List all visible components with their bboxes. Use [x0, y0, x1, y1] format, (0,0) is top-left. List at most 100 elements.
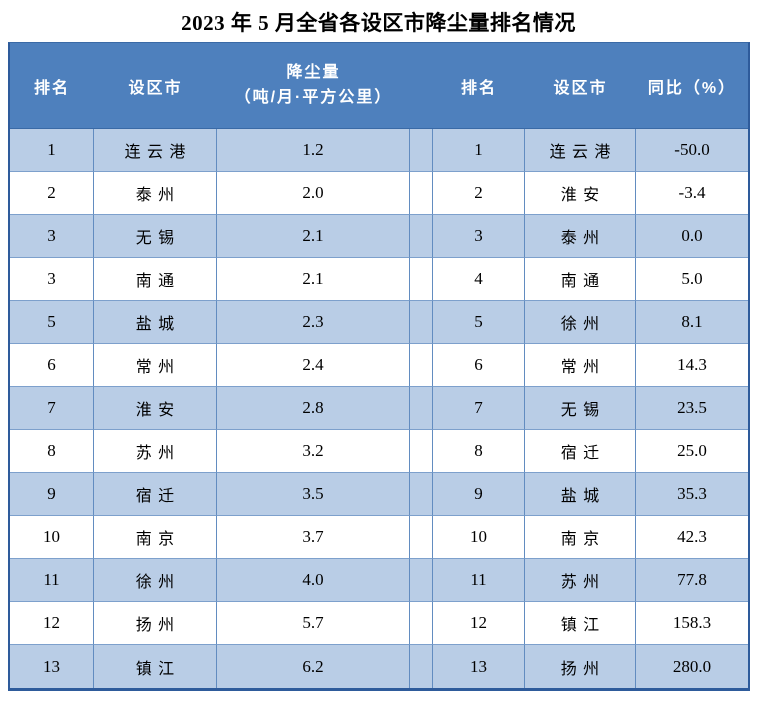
table-row: 2 泰州 2.0 2 淮安 -3.4: [10, 172, 748, 215]
table-row: 5 盐城 2.3 5 徐州 8.1: [10, 301, 748, 344]
spacer-cell: [410, 215, 433, 258]
spacer-cell: [410, 129, 433, 172]
left-rank-cell: 9: [10, 473, 94, 516]
spacer-cell: [410, 516, 433, 559]
left-dust-value-cell: 2.1: [217, 215, 410, 258]
left-dust-value-cell: 2.3: [217, 301, 410, 344]
right-rank-cell: 12: [433, 602, 525, 645]
right-city-cell: 扬州: [525, 645, 636, 688]
table-row: 11 徐州 4.0 11 苏州 77.8: [10, 559, 748, 602]
table-row: 12 扬州 5.7 12 镇江 158.3: [10, 602, 748, 645]
left-rank-cell: 11: [10, 559, 94, 602]
left-dust-value-cell: 3.2: [217, 430, 410, 473]
header-dustfall-unit: （吨/月·平方公里）: [234, 88, 393, 106]
table-header-row: 排名 设区市 降尘量 （吨/月·平方公里） 排名 设区市 同比（%）: [10, 43, 748, 129]
right-rank-cell: 13: [433, 645, 525, 688]
right-city-cell: 镇江: [525, 602, 636, 645]
table-row: 7 淮安 2.8 7 无锡 23.5: [10, 387, 748, 430]
right-city-cell: 常州: [525, 344, 636, 387]
left-dust-value-cell: 3.5: [217, 473, 410, 516]
spacer-cell: [410, 559, 433, 602]
table-row: 1 连云港 1.2 1 连云港 -50.0: [10, 129, 748, 172]
right-rank-cell: 10: [433, 516, 525, 559]
right-rank-cell: 11: [433, 559, 525, 602]
left-city-cell: 宿迁: [94, 473, 217, 516]
right-yoy-value-cell: 35.3: [636, 473, 748, 516]
header-dustfall-title: 降尘量: [286, 63, 341, 81]
right-city-cell: 盐城: [525, 473, 636, 516]
table-row: 8 苏州 3.2 8 宿迁 25.0: [10, 430, 748, 473]
right-yoy-value-cell: 25.0: [636, 430, 748, 473]
table-row: 9 宿迁 3.5 9 盐城 35.3: [10, 473, 748, 516]
header-dustfall: 降尘量 （吨/月·平方公里）: [217, 43, 410, 128]
spacer-cell: [410, 258, 433, 301]
right-rank-cell: 3: [433, 215, 525, 258]
table-row: 3 无锡 2.1 3 泰州 0.0: [10, 215, 748, 258]
right-rank-cell: 4: [433, 258, 525, 301]
right-rank-cell: 9: [433, 473, 525, 516]
left-rank-cell: 3: [10, 258, 94, 301]
spacer-cell: [410, 602, 433, 645]
right-city-cell: 无锡: [525, 387, 636, 430]
header-city-right: 设区市: [553, 79, 608, 97]
right-city-cell: 泰州: [525, 215, 636, 258]
left-city-cell: 镇江: [94, 645, 217, 688]
right-yoy-value-cell: 23.5: [636, 387, 748, 430]
right-rank-cell: 7: [433, 387, 525, 430]
left-rank-cell: 3: [10, 215, 94, 258]
left-rank-cell: 1: [10, 129, 94, 172]
right-yoy-value-cell: -50.0: [636, 129, 748, 172]
left-city-cell: 盐城: [94, 301, 217, 344]
left-city-cell: 徐州: [94, 559, 217, 602]
dustfall-ranking-table: 排名 设区市 降尘量 （吨/月·平方公里） 排名 设区市 同比（%） 1 连云港…: [8, 42, 750, 691]
right-yoy-value-cell: 14.3: [636, 344, 748, 387]
left-city-cell: 泰州: [94, 172, 217, 215]
right-city-cell: 南通: [525, 258, 636, 301]
table-body: 1 连云港 1.2 1 连云港 -50.0 2 泰州 2.0 2 淮安 -3.4…: [10, 129, 748, 688]
header-rank-right: 排名: [460, 79, 497, 97]
left-dust-value-cell: 5.7: [217, 602, 410, 645]
left-dust-value-cell: 3.7: [217, 516, 410, 559]
left-dust-value-cell: 1.2: [217, 129, 410, 172]
right-rank-cell: 8: [433, 430, 525, 473]
right-rank-cell: 5: [433, 301, 525, 344]
right-yoy-value-cell: 158.3: [636, 602, 748, 645]
left-rank-cell: 13: [10, 645, 94, 688]
right-city-cell: 徐州: [525, 301, 636, 344]
table-row: 10 南京 3.7 10 南京 42.3: [10, 516, 748, 559]
right-yoy-value-cell: 5.0: [636, 258, 748, 301]
header-spacer: [410, 43, 433, 128]
spacer-cell: [410, 387, 433, 430]
left-dust-value-cell: 6.2: [217, 645, 410, 688]
left-dust-value-cell: 2.4: [217, 344, 410, 387]
left-city-cell: 无锡: [94, 215, 217, 258]
left-rank-cell: 12: [10, 602, 94, 645]
left-rank-cell: 2: [10, 172, 94, 215]
left-city-cell: 常州: [94, 344, 217, 387]
page: 2023 年 5 月全省各设区市降尘量排名情况 排名 设区市 降尘量 （吨/月·…: [0, 7, 757, 691]
spacer-cell: [410, 430, 433, 473]
left-city-cell: 南京: [94, 516, 217, 559]
table-row: 13 镇江 6.2 13 扬州 280.0: [10, 645, 748, 688]
left-dust-value-cell: 2.8: [217, 387, 410, 430]
spacer-cell: [410, 172, 433, 215]
right-city-cell: 苏州: [525, 559, 636, 602]
left-dust-value-cell: 2.1: [217, 258, 410, 301]
left-city-cell: 苏州: [94, 430, 217, 473]
right-city-cell: 南京: [525, 516, 636, 559]
spacer-cell: [410, 473, 433, 516]
left-rank-cell: 10: [10, 516, 94, 559]
right-city-cell: 淮安: [525, 172, 636, 215]
right-yoy-value-cell: 77.8: [636, 559, 748, 602]
left-city-cell: 淮安: [94, 387, 217, 430]
header-yoy: 同比（%）: [647, 79, 737, 97]
left-rank-cell: 6: [10, 344, 94, 387]
left-dust-value-cell: 2.0: [217, 172, 410, 215]
table-row: 3 南通 2.1 4 南通 5.0: [10, 258, 748, 301]
right-city-cell: 宿迁: [525, 430, 636, 473]
spacer-cell: [410, 301, 433, 344]
right-yoy-value-cell: 8.1: [636, 301, 748, 344]
table-row: 6 常州 2.4 6 常州 14.3: [10, 344, 748, 387]
header-city-left: 设区市: [128, 79, 183, 97]
spacer-cell: [410, 344, 433, 387]
